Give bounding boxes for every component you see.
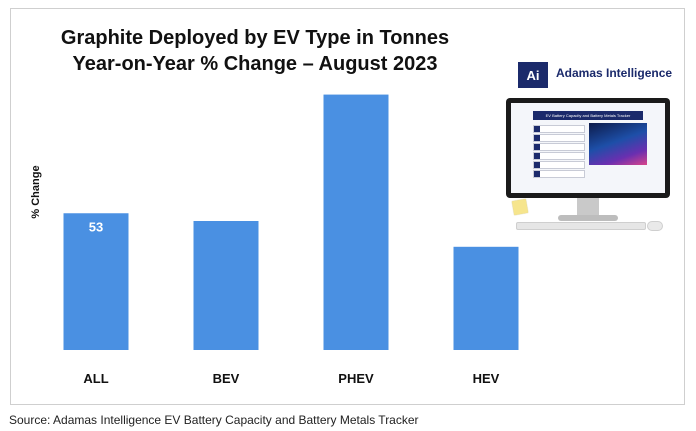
screen-menu-row <box>533 143 585 151</box>
data-label-all: 53 <box>89 219 103 234</box>
x-tick-label-bev: BEV <box>213 371 240 386</box>
monitor-screen: EV Battery Capacity and Battery Metals T… <box>511 103 665 193</box>
bar-phev <box>323 94 389 350</box>
screen-menu-row <box>533 152 585 160</box>
x-tick-label-hev: HEV <box>473 371 500 386</box>
chart-title-line2: Year-on-Year % Change – August 2023 <box>72 53 438 75</box>
x-tick-label-phev: PHEV <box>338 371 374 386</box>
source-note: Source: Adamas Intelligence EV Battery C… <box>9 413 419 427</box>
monitor-stand <box>577 198 599 216</box>
screen-menu-row <box>533 125 585 133</box>
bar-hev <box>453 246 519 350</box>
screen-city-image <box>589 123 647 165</box>
sticky-note-icon <box>511 198 529 216</box>
screen-title: EV Battery Capacity and Battery Metals T… <box>533 111 643 120</box>
monitor-illustration: EV Battery Capacity and Battery Metals T… <box>506 98 670 198</box>
chart-title-line1: Graphite Deployed by EV Type in Tonnes <box>60 27 450 49</box>
keyboard-icon <box>516 222 646 230</box>
mouse-icon <box>647 221 663 231</box>
logo-mark: Ai <box>518 62 548 88</box>
bar-all <box>63 213 129 350</box>
logo-name: Adamas Intelligence <box>556 66 673 80</box>
monitor-base <box>558 215 618 221</box>
screen-menu-row <box>533 161 585 169</box>
x-tick-label-all: ALL <box>83 371 108 386</box>
screen-menu-row <box>533 134 585 142</box>
screen-menu-row <box>533 170 585 178</box>
bar-bev <box>193 221 259 350</box>
